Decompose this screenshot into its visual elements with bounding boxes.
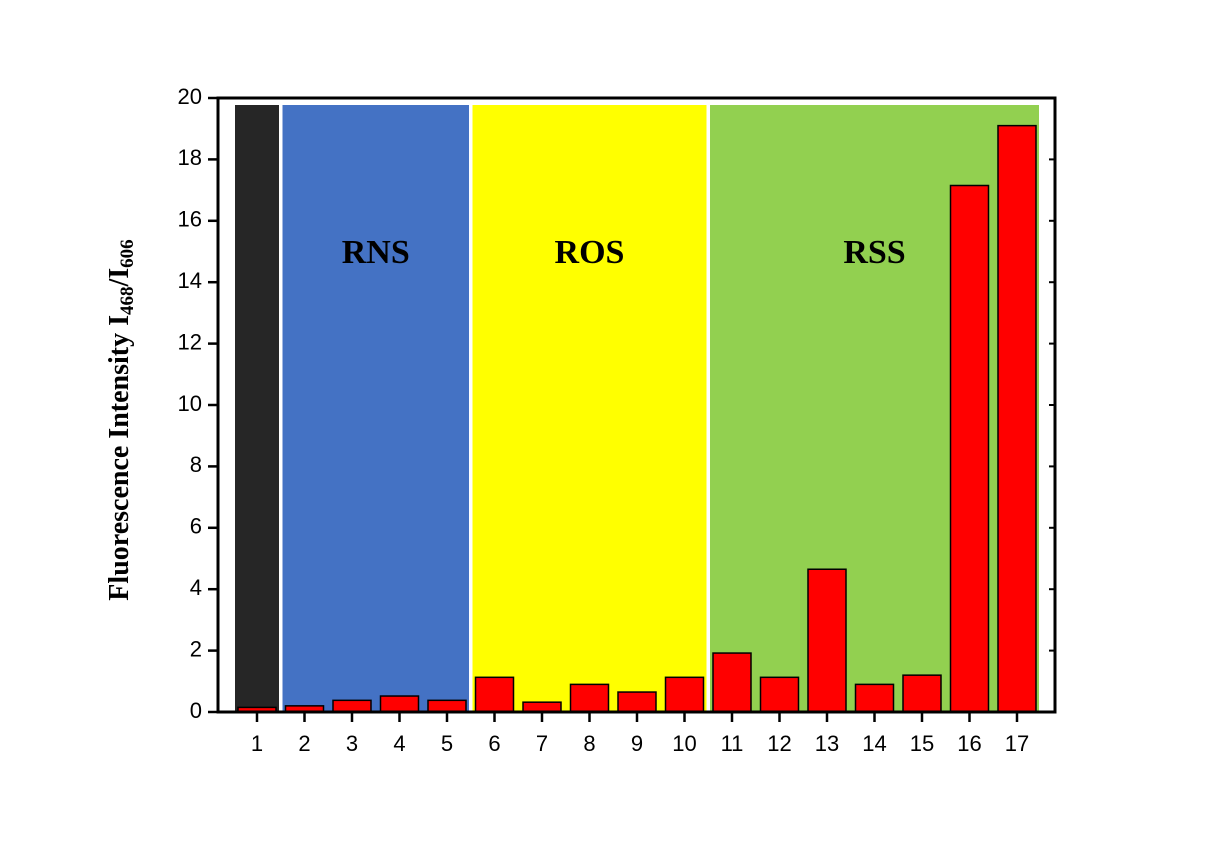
y-tick-label: 6 xyxy=(190,514,202,539)
y-tick-label: 10 xyxy=(178,391,202,416)
bar xyxy=(474,676,515,713)
y-tick-label: 12 xyxy=(178,329,202,354)
region-band xyxy=(282,105,469,712)
bar xyxy=(807,568,847,713)
bar xyxy=(332,699,372,713)
x-tick-label: 9 xyxy=(631,731,643,756)
x-tick-label: 7 xyxy=(536,731,548,756)
x-tick-label: 8 xyxy=(583,731,595,756)
y-tick-label: 0 xyxy=(190,698,202,723)
x-tick-label: 14 xyxy=(862,731,886,756)
y-axis-label: Fluorescence Intensity I468/I606 xyxy=(104,239,138,600)
region-band xyxy=(235,105,279,712)
y-tick-label: 20 xyxy=(178,84,202,109)
x-tick-label: 4 xyxy=(393,731,405,756)
x-tick-label: 16 xyxy=(957,731,981,756)
x-tick-label: 2 xyxy=(298,731,310,756)
x-tick-label: 5 xyxy=(441,731,453,756)
region-label: RSS xyxy=(843,234,905,271)
bar xyxy=(379,695,420,713)
x-tick-label: 17 xyxy=(1005,731,1029,756)
y-tick-label: 14 xyxy=(178,268,202,293)
bar xyxy=(427,699,467,713)
y-label-sub: 606 xyxy=(117,239,138,268)
bar xyxy=(759,676,800,713)
bar xyxy=(902,674,942,713)
y-tick-label: 8 xyxy=(190,452,202,477)
y-tick-label: 18 xyxy=(178,145,202,170)
bar xyxy=(854,683,895,713)
x-tick-label: 11 xyxy=(721,731,744,756)
bar xyxy=(569,683,610,713)
y-label-part: Fluorescence Intensity I xyxy=(104,315,135,601)
bar xyxy=(997,124,1037,713)
y-tick-label: 4 xyxy=(190,575,202,600)
bar xyxy=(949,184,990,713)
x-tick-label: 6 xyxy=(488,731,500,756)
y-tick-label: 2 xyxy=(190,636,202,661)
bar xyxy=(664,676,705,713)
y-label-sub: 468 xyxy=(117,287,138,316)
x-tick-label: 3 xyxy=(346,731,358,756)
region-band xyxy=(710,105,1039,712)
y-tick-label: 16 xyxy=(178,207,202,232)
x-tick-label: 10 xyxy=(672,731,696,756)
region-label: ROS xyxy=(555,234,625,271)
region-label: RNS xyxy=(342,234,410,271)
x-tick-label: 15 xyxy=(910,731,934,756)
x-tick-label: 1 xyxy=(251,731,263,756)
x-tick-label: 13 xyxy=(815,731,839,756)
x-tick-label: 12 xyxy=(767,731,791,756)
plot-frame xyxy=(216,96,1057,714)
bar xyxy=(617,691,657,713)
bar xyxy=(712,652,752,713)
y-label-part: /I xyxy=(104,268,135,288)
region-band xyxy=(472,105,707,712)
